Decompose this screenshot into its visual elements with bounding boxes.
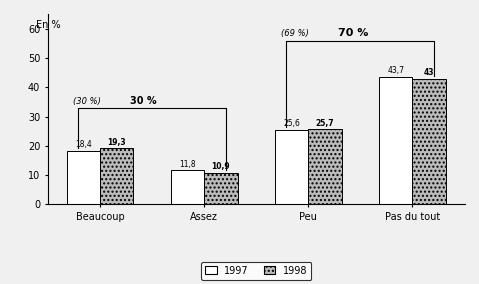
Bar <box>275 130 308 204</box>
Text: 10,9: 10,9 <box>212 162 230 172</box>
Text: (69 %): (69 %) <box>281 29 309 38</box>
Bar <box>171 170 204 204</box>
Bar <box>204 173 238 204</box>
Text: 43,7: 43,7 <box>387 66 404 75</box>
Text: 19,3: 19,3 <box>107 138 126 147</box>
Legend: 1997, 1998: 1997, 1998 <box>201 262 311 279</box>
Text: 70 %: 70 % <box>339 28 369 38</box>
Text: 25,6: 25,6 <box>283 119 300 128</box>
Text: En %: En % <box>35 20 60 30</box>
Text: 43: 43 <box>424 68 434 78</box>
Bar <box>379 77 412 204</box>
Text: 11,8: 11,8 <box>179 160 196 169</box>
Bar <box>67 151 100 204</box>
Text: (30 %): (30 %) <box>73 97 101 106</box>
Text: 30 %: 30 % <box>130 95 157 106</box>
Bar <box>412 79 445 204</box>
Bar <box>308 129 342 204</box>
Text: 25,7: 25,7 <box>316 119 334 128</box>
Bar <box>100 148 134 204</box>
Text: 18,4: 18,4 <box>75 141 92 149</box>
